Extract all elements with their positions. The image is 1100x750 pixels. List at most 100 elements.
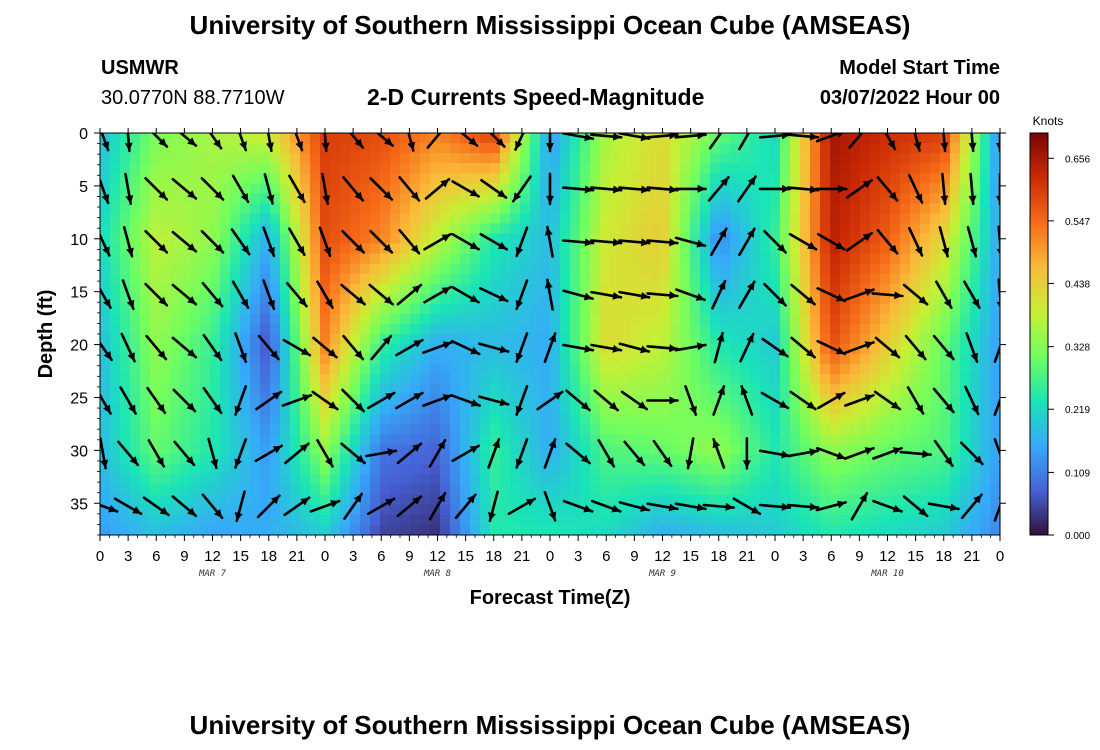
heatmap-cell [970, 253, 981, 265]
heatmap-cell [270, 424, 281, 436]
heatmap-cell [520, 474, 531, 486]
heatmap-cell [700, 143, 711, 154]
heatmap-cell [350, 474, 361, 486]
heatmap-cell [830, 273, 841, 285]
heatmap-cell [500, 494, 511, 506]
heatmap-cell [960, 253, 971, 265]
heatmap-cell [760, 143, 771, 154]
heatmap-cell [230, 434, 241, 446]
heatmap-cell [100, 143, 111, 154]
heatmap-cell [990, 424, 1000, 436]
heatmap-cell [810, 273, 821, 285]
heatmap-cell [230, 233, 241, 245]
heatmap-cell [870, 434, 881, 446]
current-arrow [561, 238, 595, 247]
heatmap-cell [950, 303, 961, 315]
heatmap-cell [430, 394, 441, 405]
heatmap-cell [340, 474, 351, 486]
current-arrow [940, 172, 949, 206]
current-arrow [451, 233, 480, 251]
heatmap-cell [700, 444, 711, 456]
heatmap-cell [740, 524, 751, 535]
heatmap-cell [980, 313, 991, 325]
heatmap-cell [620, 243, 631, 255]
heatmap-cell [920, 444, 931, 456]
heatmap-cell [910, 504, 921, 516]
heatmap-cell [930, 153, 941, 164]
heatmap-cell [930, 323, 941, 335]
heatmap-cell [150, 424, 161, 436]
heatmap-cell [320, 283, 331, 295]
heatmap-cell [950, 173, 961, 184]
heatmap-cell [640, 193, 651, 204]
heatmap-cell [160, 454, 171, 466]
heatmap-cell [970, 273, 981, 285]
heatmap-cell [230, 163, 241, 174]
heatmap-cell [500, 454, 511, 466]
heatmap-cell [110, 303, 121, 315]
heatmap-cell [520, 444, 531, 456]
current-arrow [369, 229, 394, 254]
heatmap-cell [820, 323, 831, 335]
heatmap-cell [530, 384, 541, 395]
heatmap-cell [150, 524, 161, 535]
heatmap-cell [110, 464, 121, 476]
heatmap-cell [880, 133, 891, 144]
heatmap-cell [670, 253, 681, 265]
heatmap-cell [930, 313, 941, 325]
heatmap-cell [350, 173, 361, 184]
current-arrow [996, 278, 1000, 310]
heatmap-cell [880, 253, 891, 265]
heatmap-cell [620, 334, 631, 345]
heatmap-cell [580, 444, 591, 456]
heatmap-cell [410, 323, 421, 335]
heatmap-cell [770, 504, 781, 516]
heatmap-cell [140, 524, 151, 535]
heatmap-cell [120, 414, 131, 426]
heatmap-cell [990, 153, 1000, 164]
heatmap-cell [920, 223, 931, 235]
current-arrow [100, 286, 112, 310]
heatmap-cell [110, 253, 121, 265]
heatmap-cell [700, 283, 711, 295]
heatmap-cell [670, 323, 681, 335]
heatmap-cell [650, 303, 661, 315]
heatmap-cell [970, 514, 981, 526]
heatmap-cell [730, 163, 741, 174]
heatmap-cell [420, 454, 431, 466]
heatmap-cell [140, 374, 151, 385]
heatmap-cell [680, 434, 691, 446]
heatmap-cell [300, 404, 311, 415]
heatmap-cell [350, 163, 361, 174]
heatmap-cell [230, 444, 241, 456]
heatmap-cell [870, 193, 881, 204]
heatmap-cell [250, 143, 261, 154]
heatmap-cell [520, 183, 531, 194]
heatmap-cell [120, 384, 131, 395]
heatmap-cell [930, 424, 941, 436]
heatmap-cell [850, 464, 861, 476]
heatmap-cell [120, 163, 131, 174]
current-arrow [590, 343, 623, 353]
heatmap-cell [370, 434, 381, 446]
heatmap-cell [730, 414, 741, 426]
heatmap-cell [870, 344, 881, 355]
current-arrow [713, 331, 725, 364]
heatmap-cell [990, 364, 1000, 375]
heatmap-cell [220, 464, 231, 476]
heatmap-cell [120, 303, 131, 315]
heatmap-cell [910, 464, 921, 476]
heatmap-cell [600, 293, 611, 305]
heatmap-cell [670, 273, 681, 285]
heatmap-cell [730, 454, 741, 466]
heatmap-cell [790, 384, 801, 395]
heatmap-cell [830, 374, 841, 385]
heatmap-cell [700, 364, 711, 375]
current-arrow [544, 278, 554, 311]
heatmap-cell [620, 374, 631, 385]
current-arrow [543, 332, 557, 364]
heatmap-cell [610, 374, 621, 385]
heatmap-cell [140, 414, 151, 426]
heatmap-cell [670, 283, 681, 295]
heatmap-cell [720, 313, 731, 325]
